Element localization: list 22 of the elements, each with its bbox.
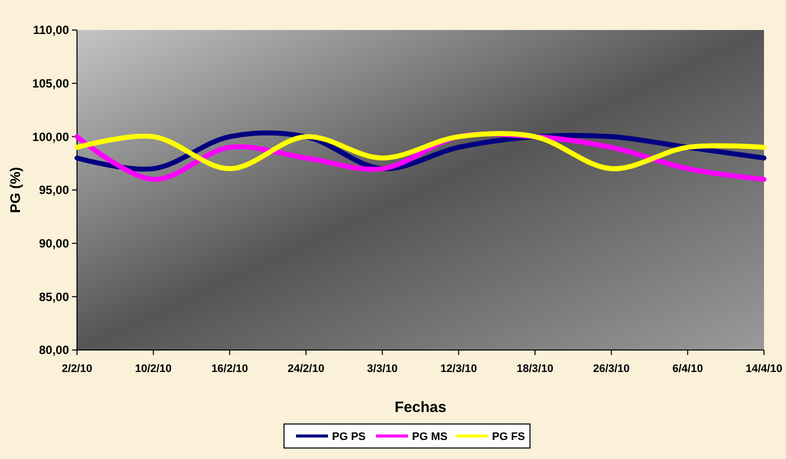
legend-label: PG PS	[332, 430, 366, 443]
y-tick-label: 110,00	[32, 23, 70, 38]
x-tick-label: 2/2/10	[62, 363, 92, 375]
x-tick-label: 12/3/10	[440, 363, 478, 375]
x-tick-label: 16/2/10	[211, 363, 248, 375]
x-tick-label: 6/4/10	[672, 363, 703, 375]
y-tick-label: 105,00	[32, 76, 70, 91]
y-tick-label: 95,00	[38, 183, 70, 198]
x-tick-label: 14/4/10	[746, 363, 782, 375]
x-tick-label: 10/2/10	[134, 363, 172, 375]
legend-label: PG FS	[492, 430, 526, 443]
y-tick-label: 85,00	[38, 290, 70, 304]
x-tick-label: 26/3/10	[592, 363, 630, 375]
x-tick-label: 18/3/10	[516, 363, 554, 375]
x-tick-label: 24/2/10	[288, 363, 324, 375]
legend-label: PG MS	[412, 430, 448, 443]
y-tick-label: 80,00	[38, 343, 70, 358]
y-tick-label: 100,00	[32, 130, 70, 144]
x-axis-title: Fechas	[394, 399, 446, 416]
x-tick-label: 3/3/10	[367, 363, 398, 375]
y-tick-label: 90,00	[38, 236, 70, 251]
y-axis-title: PG (%)	[7, 167, 23, 213]
